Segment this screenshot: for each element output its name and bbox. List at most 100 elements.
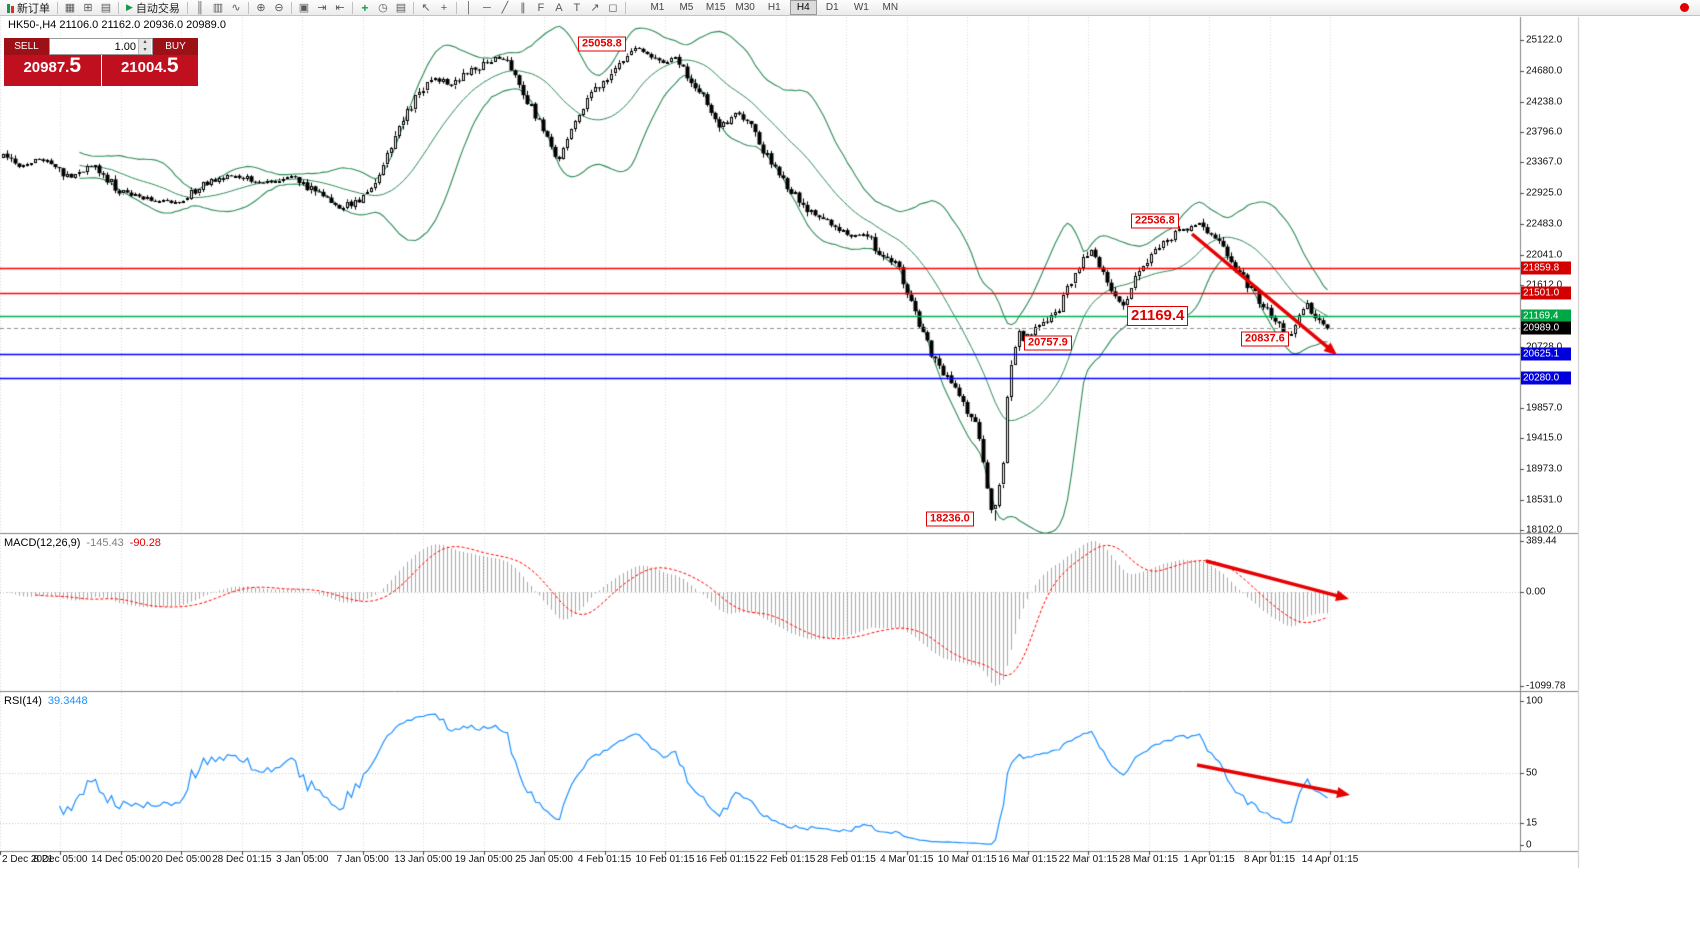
volume-down-button[interactable]: ▾ (138, 46, 151, 54)
label-tool-icon[interactable]: T (573, 1, 581, 14)
profiles-icon[interactable]: ▤ (100, 2, 112, 14)
price-level-badge: 21501.0 (1521, 286, 1571, 300)
macd-axis-label: 389.44 (1526, 535, 1557, 547)
timeframe-button-w1[interactable]: W1 (853, 2, 869, 13)
time-axis-label: 4 Feb 01:15 (577, 854, 632, 865)
tile-windows-icon[interactable]: ▣ (298, 2, 310, 14)
sell-price-pip: 5 (69, 54, 82, 77)
crosshair-icon[interactable]: + (440, 1, 448, 14)
toolbar-separator (412, 1, 414, 14)
rsi-axis-label: 100 (1526, 695, 1543, 707)
sell-price-button[interactable]: 20987. 5 (4, 55, 101, 86)
buy-price: 21004. (120, 59, 167, 76)
timeframe-button-d1[interactable]: D1 (825, 2, 839, 13)
time-axis-label: 2 Dec 2021 (2, 854, 54, 865)
volume-input[interactable] (50, 39, 152, 54)
price-tick-label: 20728.0 (1526, 341, 1562, 352)
price-tick-label: 18973.0 (1526, 463, 1563, 475)
volume-spinner: ▴ ▾ (138, 39, 151, 54)
time-axis-label: 10 Feb 01:15 (635, 854, 695, 865)
buy-price-button[interactable]: 21004. 5 (101, 55, 198, 86)
price-level-badge: 20625.1 (1521, 347, 1571, 361)
time-axis-label: 25 Jan 05:00 (515, 854, 573, 865)
horizontal-line-icon[interactable]: ─ (483, 1, 491, 14)
volume-up-button[interactable]: ▴ (138, 39, 151, 47)
buy-button[interactable]: BUY (153, 38, 198, 55)
cursor-icon[interactable]: ↖ (421, 2, 431, 14)
channel-icon[interactable]: ∥ (520, 2, 526, 14)
auto-trading-label: 自动交易 (135, 2, 180, 15)
macd-indicator-header: MACD(12,26,9) -145.43 -90.28 (4, 537, 161, 549)
time-axis-label: 8 Apr 01:15 (1243, 854, 1296, 865)
timeframe-button-m30[interactable]: M30 (735, 2, 755, 13)
macd-signal-value: -90.28 (129, 537, 161, 549)
price-annotation: 25058.8 (578, 36, 626, 52)
indicators-icon[interactable]: + (361, 0, 369, 15)
connection-status-icon (1680, 3, 1689, 12)
candle-chart-icon[interactable]: ▥ (212, 2, 224, 14)
time-axis-label: 8 Dec 05:00 (33, 854, 88, 865)
price-tick-label: 19415.0 (1526, 432, 1563, 444)
zoom-in-icon[interactable]: ⊕ (256, 2, 266, 14)
line-chart-icon[interactable]: ∿ (231, 2, 241, 14)
zoom-out-icon[interactable]: ⊖ (274, 2, 284, 14)
auto-scroll-icon[interactable]: ⇥ (317, 2, 327, 14)
new-chart-icon[interactable]: ⊞ (83, 2, 93, 14)
timeframe-toolbar: M1 M5 M15 M30 H1 H4 D1 W1 MN (643, 0, 905, 15)
price-tick-label: 23367.0 (1526, 156, 1563, 168)
toolbar-separator (247, 1, 249, 14)
price-level-badge: 21859.8 (1521, 261, 1571, 275)
timeframe-button-m1[interactable]: M1 (650, 2, 665, 13)
time-axis-label: 14 Dec 05:00 (91, 854, 151, 865)
chart-symbol-ohlc: HK50-,H4 21106.0 21162.0 20936.0 20989.0 (8, 19, 226, 31)
text-tool-icon[interactable]: A (555, 1, 563, 14)
time-axis-label: 3 Jan 05:00 (276, 854, 329, 865)
candlestick-chart-icon (7, 3, 14, 13)
timeframe-button-mn[interactable]: MN (882, 2, 899, 13)
toolbar-separator (351, 1, 353, 14)
time-axis-label: 28 Mar 01:15 (1119, 854, 1179, 865)
new-order-button[interactable]: 新订单 (3, 0, 54, 16)
time-axis-label: 22 Feb 01:15 (756, 854, 816, 865)
timeframe-button-m15[interactable]: M15 (705, 2, 726, 13)
macd-main-value: -145.43 (86, 537, 124, 549)
rsi-indicator-name: RSI(14) (4, 695, 42, 707)
chart-shift-icon[interactable]: ⇤ (335, 2, 345, 14)
time-axis-label: 16 Mar 01:15 (998, 854, 1058, 865)
price-tick-label: 22041.0 (1526, 249, 1563, 261)
fibonacci-icon[interactable]: F (537, 1, 545, 14)
templates-icon[interactable]: ▤ (395, 2, 407, 14)
one-click-trading-panel: SELL ▴ ▾ BUY 20987.5 21004.5 (4, 38, 198, 86)
rsi-indicator-header: RSI(14) 39.3448 (4, 695, 88, 707)
toolbar-separator (118, 1, 119, 14)
price-annotation: 18236.0 (926, 511, 974, 527)
volume-field: ▴ ▾ (49, 38, 153, 55)
toolbar-separator (455, 1, 457, 14)
price-tick-label: 25122.0 (1526, 34, 1563, 46)
vertical-line-icon[interactable]: │ (465, 1, 473, 14)
bar-chart-icon[interactable]: ║ (196, 1, 204, 14)
price-tick-label: 21612.0 (1526, 279, 1563, 291)
timeframe-button-h1[interactable]: H1 (767, 2, 781, 13)
toolbar-separator (624, 1, 626, 14)
timeframe-button-m5[interactable]: M5 (679, 2, 694, 13)
shapes-icon[interactable]: ◻ (608, 2, 618, 14)
price-tick-label: 18102.0 (1526, 524, 1563, 536)
price-tick-label: 23796.0 (1526, 126, 1563, 138)
sell-button[interactable]: SELL (4, 38, 49, 55)
price-tick-label: 22483.0 (1526, 218, 1563, 230)
play-icon: ▶ (126, 2, 133, 12)
timeframe-button-h4[interactable]: H4 (789, 0, 817, 15)
periods-icon[interactable]: ◷ (378, 2, 388, 14)
time-axis-label: 28 Feb 01:15 (816, 854, 876, 865)
auto-trading-button[interactable]: ▶ 自动交易 (122, 0, 184, 16)
charts-grid-icon[interactable]: ▦ (64, 2, 76, 14)
rsi-axis-label: 50 (1526, 767, 1538, 779)
trendline-icon[interactable]: ╱ (501, 2, 509, 14)
arrows-tool-icon[interactable]: ↗ (590, 2, 600, 14)
price-annotation: 20757.9 (1024, 335, 1072, 351)
toolbar-separator (57, 1, 58, 14)
